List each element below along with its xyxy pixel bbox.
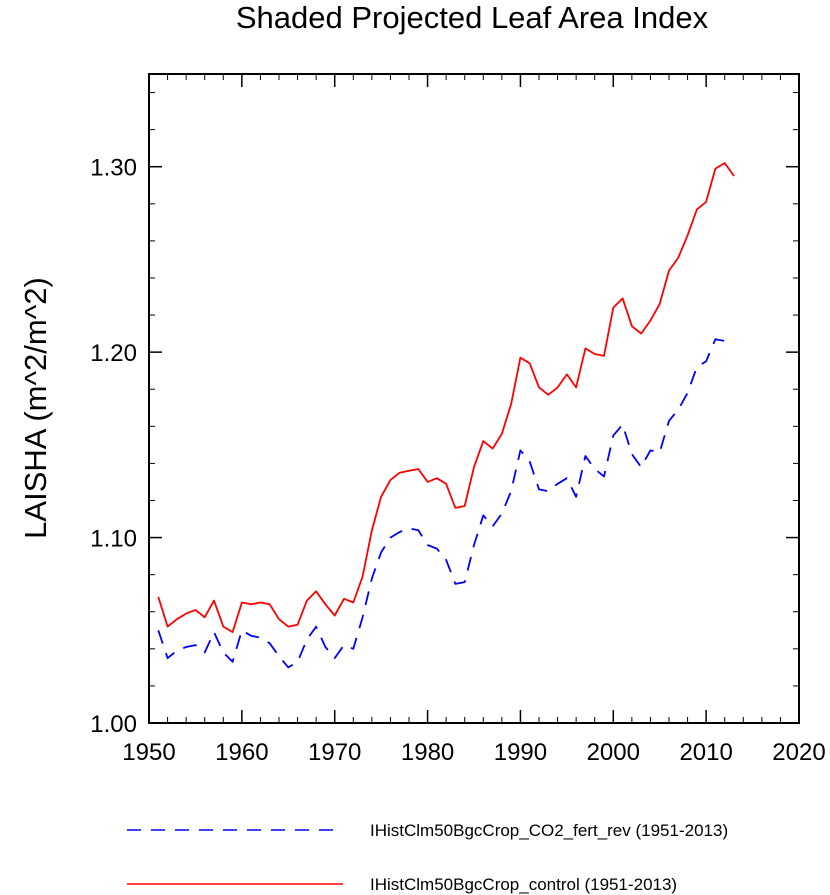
series-line-1 bbox=[157, 162, 735, 633]
y-tick-label: 1.00 bbox=[90, 711, 137, 738]
series-line-0 bbox=[157, 338, 734, 669]
legend-label-1: IHistClm50BgcCrop_control (1951-2013) bbox=[370, 875, 677, 894]
x-tick-label: 1960 bbox=[215, 739, 268, 766]
series-lines bbox=[157, 162, 735, 669]
y-tick-label: 1.10 bbox=[90, 526, 137, 553]
axis-ticks bbox=[148, 74, 800, 724]
x-tick-label: 1950 bbox=[122, 739, 175, 766]
chart-title: Shaded Projected Leaf Area Index bbox=[236, 0, 709, 35]
legend-label-0: IHistClm50BgcCrop_CO2_fert_rev (1951-201… bbox=[370, 821, 728, 840]
y-tick-label: 1.20 bbox=[90, 340, 137, 367]
plot-frame bbox=[148, 73, 800, 724]
x-tick-label: 2020 bbox=[772, 739, 825, 766]
x-tick-label: 2000 bbox=[587, 739, 640, 766]
y-tick-label: 1.30 bbox=[90, 155, 137, 182]
x-tick-label: 1990 bbox=[494, 739, 547, 766]
x-tick-label: 1980 bbox=[401, 739, 454, 766]
axis-tick-labels: 1950 1960 1970 1980 1990 2000 2010 2020 1.00 1.10… bbox=[90, 155, 825, 766]
x-tick-label: 2010 bbox=[679, 739, 732, 766]
legend: IHistClm50BgcCrop_CO2_fert_rev (1951-201… bbox=[127, 821, 728, 894]
x-tick-label: 1970 bbox=[308, 739, 361, 766]
y-axis-title: LAISHA (m^2/m^2) bbox=[18, 277, 53, 539]
